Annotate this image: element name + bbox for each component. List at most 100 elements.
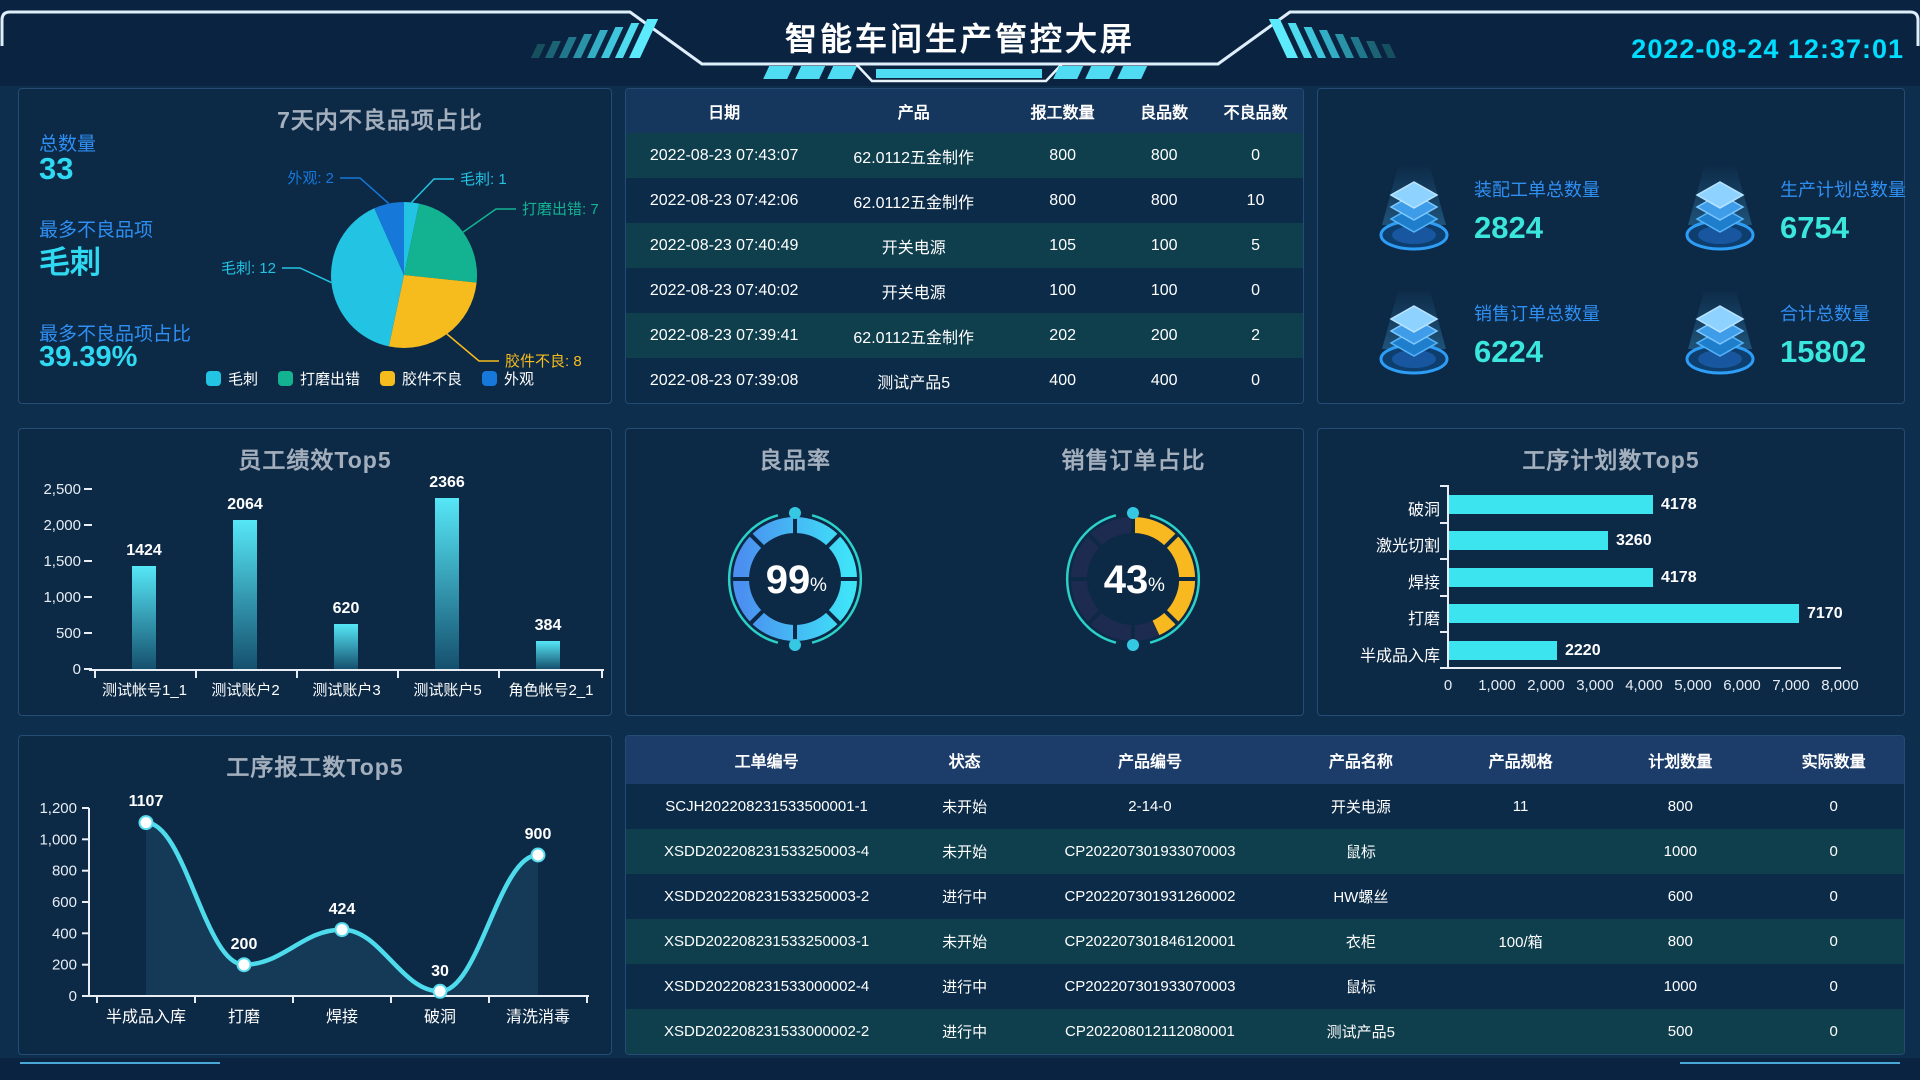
yield-rate-gauge: 99 %: [727, 507, 863, 651]
stat-card: 销售订单总数量 6224: [1368, 275, 1668, 395]
top-defect-value: 毛刺: [39, 245, 101, 280]
stat-label: 销售订单总数量: [1474, 304, 1600, 324]
bar: [334, 624, 358, 669]
chart-title: 7天内不良品项占比: [277, 107, 483, 133]
top-defect-ratio-value: 39.39%: [39, 341, 138, 373]
table-row: XSDD202208231533250003-4 未开始 CP20220730193…: [626, 829, 1904, 874]
y-axis-label: 打磨: [1407, 611, 1440, 628]
table-header-row: 工单编号 状态 产品编号 产品名称 产品规格 计划数量 实际数量: [626, 736, 1904, 784]
pie-label: 打磨出错: 7: [522, 201, 599, 218]
y-axis-tick: 0: [69, 988, 77, 1005]
column-header: 良品数: [1140, 105, 1189, 122]
legend-swatch: [277, 371, 293, 386]
y-axis-tick: 200: [52, 957, 77, 974]
gauge-unit: %: [810, 575, 827, 596]
column-header: 报工数量: [1030, 105, 1095, 122]
defect-pie-chart: 毛刺: 1 打磨出错: 7 胶件不良: 8 毛刺: 12 外观: 2: [221, 170, 599, 370]
bar-value-label: 4178: [1661, 496, 1697, 513]
x-axis-tick: 5,000: [1674, 677, 1712, 694]
bar: [435, 498, 459, 669]
header-decoration: [0, 10, 1920, 83]
column-header: 日期: [708, 105, 741, 122]
gauge-unit: %: [1148, 575, 1165, 596]
legend-swatch: [380, 371, 395, 386]
table-row: SCJH202208231533500001-1 未开始 2-14-0 开关电源 11 8…: [626, 784, 1904, 829]
x-axis-label: 半成品入库: [106, 1008, 186, 1026]
stack-icon: [1379, 291, 1449, 375]
chart-title: 工序计划数Top5: [1522, 447, 1700, 473]
y-axis-tick: 400: [52, 925, 77, 942]
footer-band: [0, 1058, 1920, 1080]
column-header: 产品: [897, 105, 930, 122]
pie-label: 外观: 2: [287, 170, 334, 187]
y-axis-label: 激光切割: [1375, 538, 1440, 555]
bar-value-label: 1424: [126, 542, 162, 559]
bar: [1448, 531, 1608, 550]
stat-label: 生产计划总数量: [1780, 180, 1906, 200]
table-row: 2022-08-23 07:42:06 62.0112五金制作 800 800 10: [626, 178, 1303, 223]
table-row: XSDD202208231533250003-1 未开始 CP20220730184…: [626, 919, 1904, 964]
x-axis-label: 打磨: [228, 1008, 260, 1026]
y-axis-tick: 2,000: [43, 517, 81, 534]
gauge-value: 43: [1104, 558, 1149, 602]
center-right-dashes: [1053, 66, 1148, 79]
panel-process-report: 工序报工数Top5 0 200 400 600 800 1,000 1,200: [18, 735, 612, 1055]
x-axis-tick: 6,000: [1723, 677, 1761, 694]
y-axis-tick: 800: [52, 863, 77, 880]
pie-label: 胶件不良: 8: [505, 353, 582, 370]
x-axis-tick: 8,000: [1821, 677, 1859, 694]
column-header: 产品编号: [1117, 754, 1182, 771]
gauge-title: 销售订单占比: [1061, 447, 1206, 473]
pie-label: 毛刺: 1: [460, 171, 507, 188]
panel-process-plan: 工序计划数Top5 破洞 激光切割 焊接 打磨 半成品入库 4178 3260 …: [1317, 428, 1905, 716]
y-axis-tick: 600: [52, 894, 77, 911]
chart-title: 员工绩效Top5: [238, 447, 392, 473]
table-header-row: 日期 产品 报工数量 良品数 不良品数: [626, 89, 1303, 133]
y-axis-label: 半成品入库: [1359, 648, 1440, 665]
stat-card: 合计总数量 15802: [1674, 275, 1920, 395]
stat-value: 6754: [1780, 210, 1849, 245]
legend-label: 打磨出错: [299, 371, 360, 388]
x-axis-tick: 3,000: [1576, 677, 1614, 694]
x-axis-label: 测试账户2: [211, 682, 280, 699]
y-axis-tick: 500: [55, 625, 81, 642]
point-value-label: 424: [329, 901, 356, 918]
column-header: 产品规格: [1488, 754, 1553, 771]
sales-order-gauge: 43 %: [1065, 507, 1201, 651]
bar-value-label: 7170: [1807, 605, 1843, 622]
x-axis-tick: 1,000: [1478, 677, 1516, 694]
x-axis-label: 测试账户5: [413, 682, 482, 699]
point-value-label: 30: [431, 963, 449, 980]
x-axis-tick: 4,000: [1625, 677, 1663, 694]
bar: [1448, 604, 1799, 623]
bar-value-label: 2366: [429, 474, 465, 491]
panel-employee-performance: 员工绩效Top5 0 500 1,000 1,500 2,000 2,500 1…: [18, 428, 612, 716]
gauge-value: 99: [766, 558, 811, 602]
legend-label: 胶件不良: [402, 371, 463, 388]
panel-work-orders: 工单编号 状态 产品编号 产品名称 产品规格 计划数量 实际数量 SCJH202208231…: [625, 735, 1905, 1055]
header-band: 智能车间生产管控大屏 2022-08-24 12:37:01: [0, 0, 1920, 86]
center-left-dashes: [763, 66, 858, 79]
stat-card: 生产计划总数量 6754: [1674, 151, 1920, 271]
table-row: 2022-08-23 07:43:07 62.0112五金制作 800 800 0: [626, 133, 1303, 178]
stack-icon: [1685, 291, 1755, 375]
datetime-display: 2022-08-24 12:37:01: [1631, 34, 1904, 64]
stat-value: 2824: [1474, 210, 1543, 245]
stat-value: 6224: [1474, 334, 1543, 369]
x-axis-tick: 0: [1443, 677, 1453, 694]
bar: [1448, 568, 1653, 587]
bar: [233, 520, 257, 669]
legend-item: 打磨出错: [277, 368, 360, 389]
panel-gauges: 良品率 销售订单占比 99 %: [625, 428, 1304, 716]
y-axis-label: 焊接: [1407, 575, 1440, 592]
column-header: 实际数量: [1801, 754, 1866, 771]
legend-swatch: [205, 371, 221, 386]
stat-card: 装配工单总数量 2824: [1368, 151, 1668, 271]
bar-value-label: 3260: [1616, 532, 1652, 549]
legend-label: 外观: [504, 371, 535, 388]
bar: [1448, 495, 1653, 514]
bar: [132, 566, 156, 669]
table-row: 2022-08-23 07:39:08 测试产品5 400 400 0: [626, 358, 1303, 403]
bar: [536, 641, 560, 669]
x-axis-tick: 7,000: [1772, 677, 1810, 694]
